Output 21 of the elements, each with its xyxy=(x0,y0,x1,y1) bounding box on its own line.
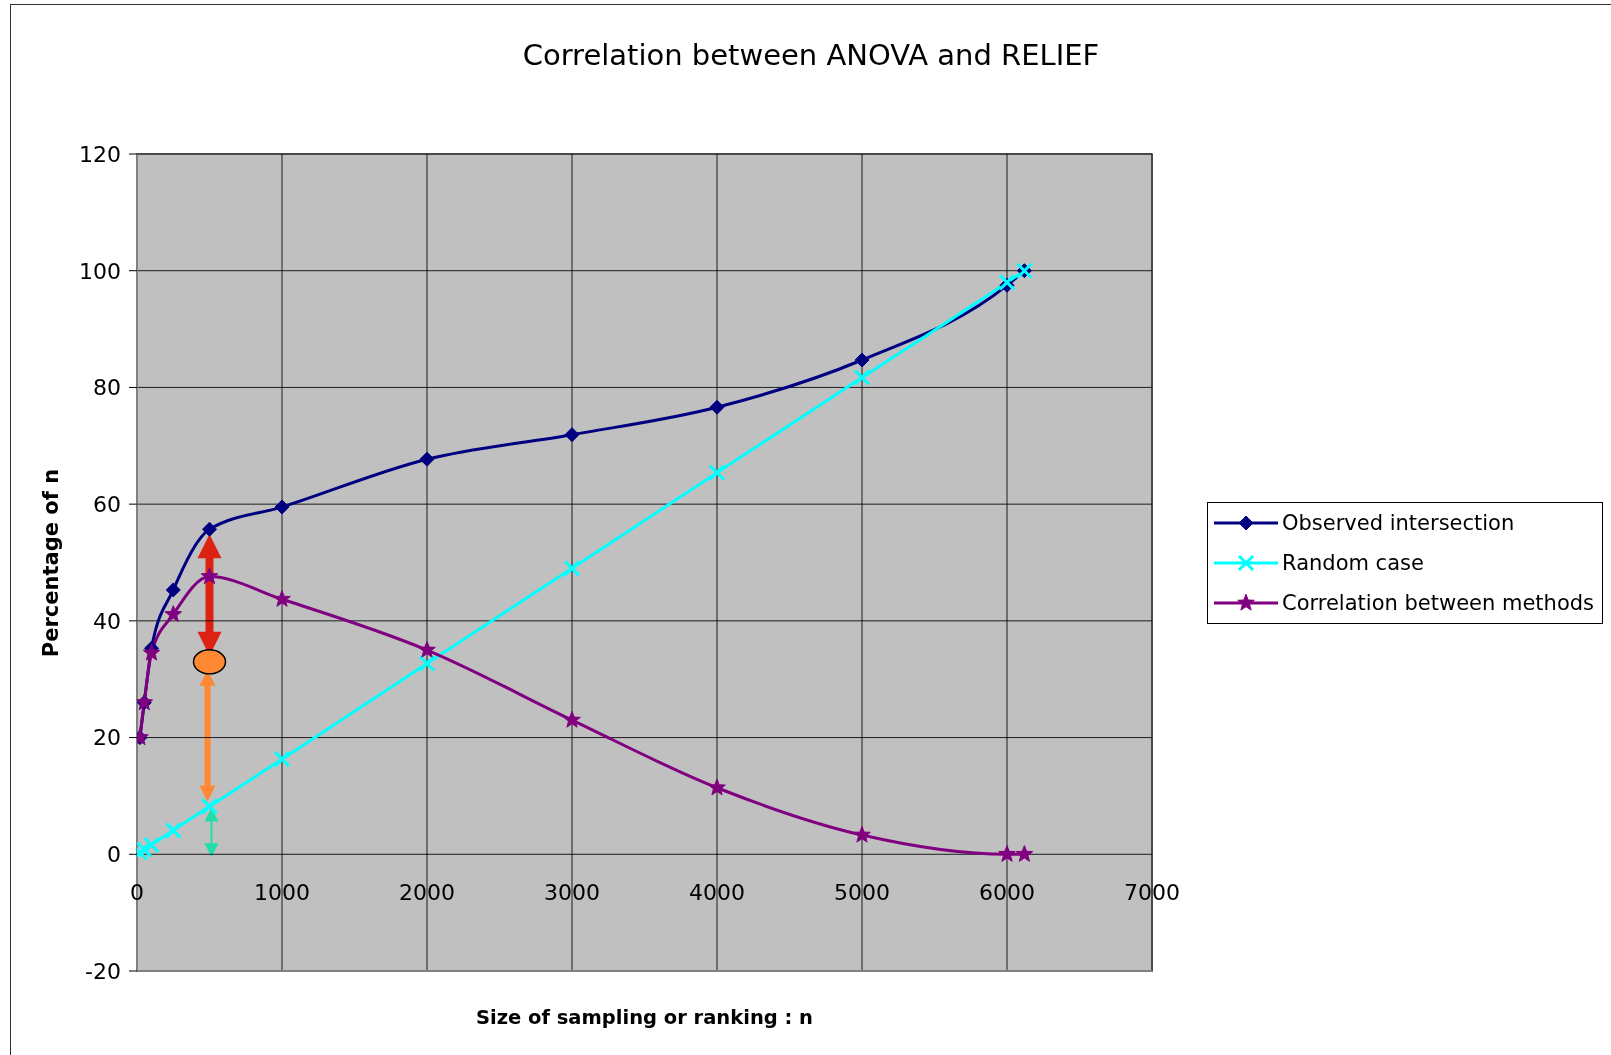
x-tick-label: 2000 xyxy=(399,879,455,905)
chart-title: Correlation between ANOVA and RELIEF xyxy=(521,38,1101,72)
legend-label: Random case xyxy=(1282,550,1424,575)
x-tick-label: 6000 xyxy=(979,879,1035,905)
y-tick-label: 80 xyxy=(93,375,121,401)
y-tick-label: 0 xyxy=(107,842,121,868)
y-tick-label: 20 xyxy=(93,725,121,751)
x-tick-label: 0 xyxy=(130,879,144,905)
y-tick-label: 40 xyxy=(93,608,121,634)
x-tick-label: 4000 xyxy=(689,879,745,905)
y-tick-label: 100 xyxy=(79,258,121,284)
legend-label: Observed intersection xyxy=(1282,510,1515,535)
y-tick-label: -20 xyxy=(85,958,121,984)
y-tick-label: 60 xyxy=(93,491,121,517)
x-tick-label: 5000 xyxy=(834,879,890,905)
y-tick-label: 120 xyxy=(79,141,121,167)
x-axis-title: Size of sampling or ranking : n xyxy=(475,1005,814,1029)
x-tick-label: 3000 xyxy=(544,879,600,905)
x-tick-label: 1000 xyxy=(254,879,310,905)
y-axis-title: Percentage of n xyxy=(39,468,63,657)
legend-label: Correlation between methods xyxy=(1282,590,1594,615)
